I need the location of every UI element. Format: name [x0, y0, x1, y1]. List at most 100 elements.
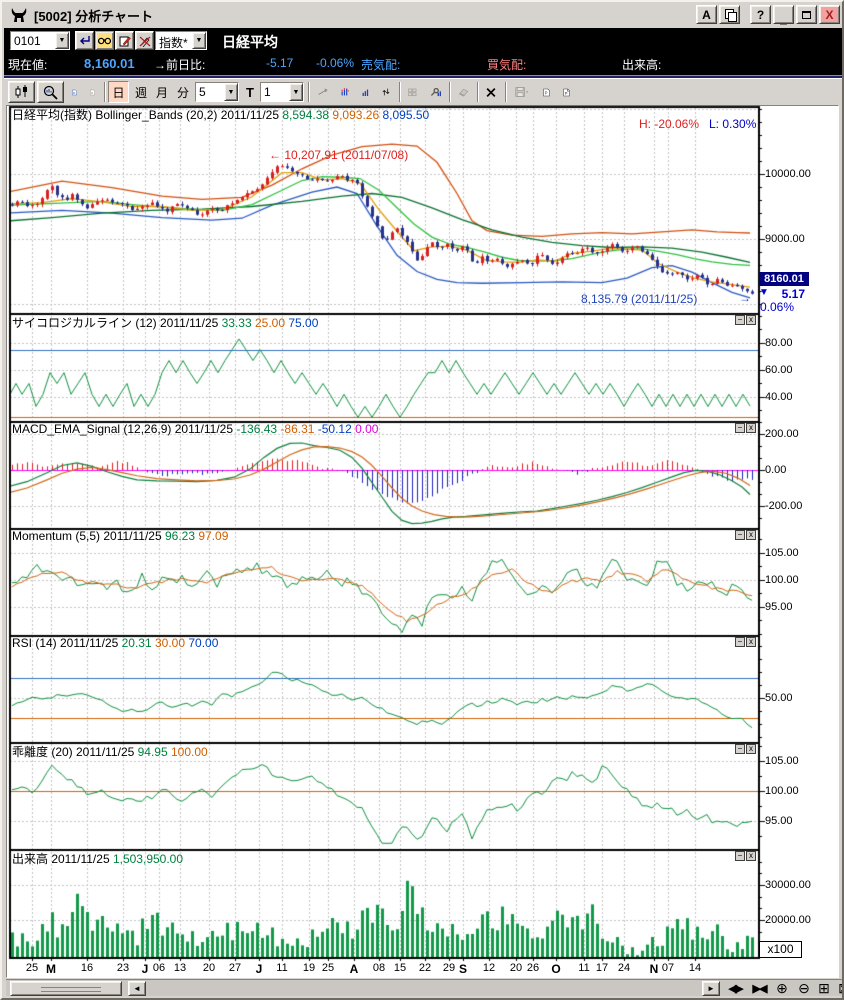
- clear-drawing-button[interactable]: [135, 31, 154, 50]
- blue-bars-icon: [362, 89, 369, 96]
- scrollbar-handle[interactable]: [10, 981, 122, 996]
- panel-header-segment: 30.00: [151, 636, 186, 650]
- zoom-in-icon[interactable]: ⊕: [772, 980, 792, 997]
- symbol-type-value[interactable]: 指数*: [156, 32, 192, 50]
- close-chart-icon[interactable]: ⊠: [834, 980, 842, 997]
- panel-close-button[interactable]: x: [746, 637, 756, 647]
- bars-count-combobox[interactable]: 5 ▼: [195, 82, 239, 102]
- scroll-left-button[interactable]: ◄: [128, 981, 146, 996]
- period-monthly-button[interactable]: 月: [152, 81, 172, 103]
- compress-horizontal-icon[interactable]: ▶◀: [748, 980, 770, 997]
- toolbar-separator: [104, 82, 106, 102]
- panel-close-button[interactable]: x: [746, 530, 756, 540]
- panel-close-button[interactable]: x: [746, 851, 756, 861]
- doc-print-button[interactable]: P: [537, 81, 556, 103]
- window-title: [5002] 分析チャート: [34, 8, 154, 24]
- indicator-chart-button[interactable]: [335, 81, 355, 103]
- panel-minimize-button[interactable]: −: [735, 315, 745, 325]
- panel-header-segment: Momentum (5,5) 2011/11/25: [12, 529, 165, 543]
- x-axis-label: 25: [321, 962, 335, 974]
- price-delta-value: 5.17: [781, 287, 805, 301]
- edit-pencil-icon: [119, 36, 131, 46]
- panel-header-segment: 25.00: [251, 316, 286, 330]
- doc-print2-button[interactable]: P: [557, 81, 576, 103]
- zoom-tool-button[interactable]: [37, 81, 64, 103]
- scroll-right-button[interactable]: ►: [702, 981, 720, 996]
- panel-header-segment: 75.00: [285, 316, 319, 330]
- change-value: -5.17: [266, 56, 294, 70]
- chart-settings-button[interactable]: [424, 81, 447, 103]
- panel-header-macd: MACD_EMA_Signal (12,26,9) 2011/11/25 -13…: [12, 422, 378, 436]
- panel-header-segment: サイコロジカルライン (12) 2011/11/25: [12, 316, 222, 330]
- volume-unit-box: x100: [759, 941, 802, 958]
- low-annotation: 8,135.79 (2011/11/25): [581, 292, 697, 306]
- y-axis-label: 9000.00: [765, 233, 805, 245]
- minimize-button[interactable]: _: [773, 5, 794, 26]
- y-axis-label: 10000.00: [765, 168, 811, 180]
- symbol-type-combobox[interactable]: 指数* ▼: [155, 31, 207, 50]
- price-delta: ▼ 5.17: [759, 287, 805, 301]
- minimize-icon: _: [780, 11, 787, 26]
- symbol-code-value[interactable]: 0101: [11, 32, 55, 49]
- left-triangle-icon: ◄: [133, 984, 141, 993]
- panel-close-button[interactable]: x: [746, 315, 756, 325]
- sort-arrows-button[interactable]: [376, 81, 396, 103]
- current-price-tag: 8160.01: [759, 272, 809, 286]
- search-symbol-button[interactable]: [95, 31, 114, 50]
- expand-horizontal-icon[interactable]: ◀▶: [724, 980, 746, 997]
- symbol-code-combobox[interactable]: 0101 ▼: [10, 31, 70, 50]
- red-blue-bars-icon: [341, 88, 349, 96]
- y-axis-label: 105.00: [765, 547, 799, 559]
- help-button[interactable]: ?: [750, 5, 771, 24]
- panel-minimize-button[interactable]: −: [735, 851, 745, 861]
- panel-header-segment: 96.23: [164, 529, 196, 543]
- period-weekly-button[interactable]: 週: [131, 81, 151, 103]
- panel-header-momentum: Momentum (5,5) 2011/11/25 96.23 97.09: [12, 529, 228, 543]
- bars-count-value[interactable]: 5: [196, 83, 224, 101]
- chart-type-candle-button[interactable]: [8, 81, 35, 103]
- bars-count-dropdown-icon[interactable]: ▼: [224, 83, 238, 101]
- eraser-button[interactable]: [452, 81, 475, 103]
- prev-diff-label: →前日比:: [154, 58, 206, 72]
- panel-close-button[interactable]: x: [746, 744, 756, 754]
- grid-layout-button[interactable]: [402, 81, 423, 103]
- delete-indicator-button[interactable]: [480, 81, 502, 103]
- panel-close-button[interactable]: x: [746, 423, 756, 433]
- y-axis-label: 100.00: [765, 574, 799, 586]
- y-axis-label: 105.00: [765, 755, 799, 767]
- y-axis-label: 200.00: [765, 428, 799, 440]
- scrollbar-grip-icon: [41, 987, 101, 992]
- panel-minimize-button[interactable]: −: [735, 530, 745, 540]
- maximize-button[interactable]: [796, 5, 817, 24]
- high-annotation-text: 10,207.91 (2011/07/08): [284, 148, 409, 162]
- panel-minimize-button[interactable]: −: [735, 637, 745, 647]
- draw-line-button[interactable]: [312, 81, 334, 103]
- document-p2-icon: P: [563, 88, 570, 96]
- horizontal-scrollbar[interactable]: ◄ ► ◀▶ ▶◀ ⊕ ⊖ ⊞ ⊠: [6, 979, 842, 996]
- close-button[interactable]: x: [819, 5, 840, 24]
- save-button[interactable]: [509, 81, 535, 103]
- doc-restore-button[interactable]: R: [84, 81, 101, 103]
- y-axis-label: 80.00: [765, 337, 793, 349]
- panel-header-segment: 100.00: [167, 745, 208, 759]
- font-button[interactable]: A: [696, 5, 717, 24]
- edit-memo-button[interactable]: [115, 31, 134, 50]
- candlestick-icon: [15, 85, 27, 98]
- panel-minimize-button[interactable]: −: [735, 744, 745, 754]
- symbol-code-dropdown-icon[interactable]: ▼: [55, 32, 69, 49]
- interval-combobox[interactable]: 1 ▼: [260, 82, 304, 102]
- period-daily-button[interactable]: 日: [108, 81, 129, 103]
- panel-minimize-button[interactable]: −: [735, 423, 745, 433]
- interval-dropdown-icon[interactable]: ▼: [289, 83, 303, 101]
- t-label: T: [246, 84, 254, 100]
- doc-default-button[interactable]: D: [66, 81, 83, 103]
- symbol-type-dropdown-icon[interactable]: ▼: [192, 32, 206, 49]
- submit-code-button[interactable]: [75, 31, 94, 50]
- interval-value[interactable]: 1: [261, 83, 289, 101]
- grid-view-icon[interactable]: ⊞: [814, 980, 834, 997]
- copy-button[interactable]: [719, 5, 740, 24]
- panel-header-segment: 乖離度 (20) 2011/11/25: [12, 745, 138, 759]
- volume-chart-button[interactable]: [356, 81, 375, 103]
- zoom-out-icon[interactable]: ⊖: [794, 980, 814, 997]
- period-minute-button[interactable]: 分: [173, 81, 193, 103]
